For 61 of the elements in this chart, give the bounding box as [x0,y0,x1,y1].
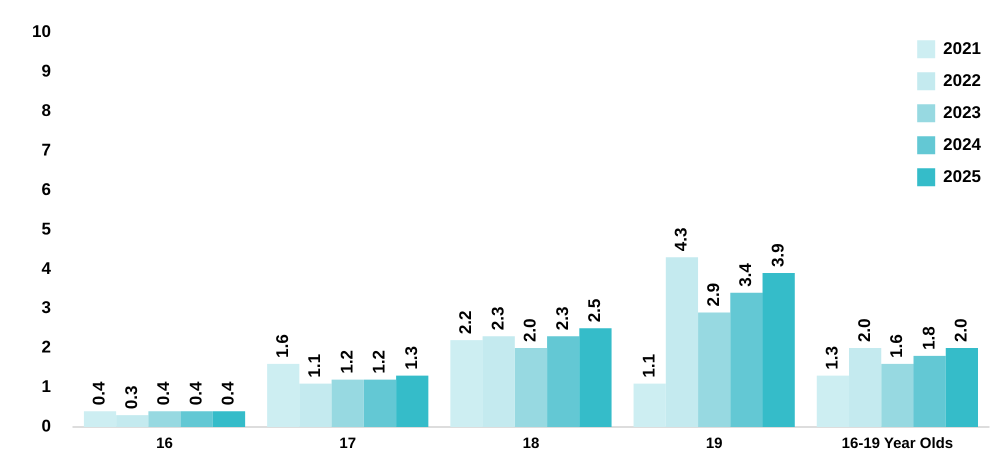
bar [332,380,364,427]
data-label: 0.4 [154,381,174,406]
bar [212,411,246,427]
data-label: 3.9 [768,243,788,268]
bar [762,273,795,427]
data-label: 2.3 [488,306,508,330]
x-tick-label: 16 [156,435,173,452]
data-label: 4.3 [672,228,691,252]
data-label: 2.9 [704,282,723,307]
y-tick-label: 7 [41,140,51,160]
bar [881,364,914,427]
x-tick-label: 18 [522,435,540,452]
bar [364,380,396,427]
data-label: 1.6 [272,334,292,358]
x-tick-label: 16-19 Year Olds [842,435,954,452]
data-label: 2.3 [552,306,572,330]
data-label: 2.0 [952,318,971,342]
y-tick-label: 10 [32,22,51,41]
legend-label: 2021 [943,38,982,58]
data-label: 0.4 [90,381,109,406]
x-tick-label: 19 [706,435,723,452]
data-label: 1.6 [887,334,906,358]
data-label: 1.3 [402,346,421,370]
data-label: 0.4 [218,381,238,406]
y-tick-label: 6 [41,180,51,199]
bar [914,356,946,427]
data-label: 2.0 [854,318,874,342]
data-label: 1.8 [919,326,938,350]
y-tick-label: 1 [41,377,51,396]
data-label: 1.3 [822,346,842,370]
bar [514,348,548,427]
y-tick-label: 2 [41,338,51,357]
bar [730,292,763,427]
bar [946,348,978,427]
y-tick-label: 4 [41,258,52,278]
bar [148,411,181,427]
data-label: 0.4 [186,381,206,406]
data-label: 2.5 [585,298,604,322]
bar [547,336,580,427]
data-label: 1.2 [370,350,389,374]
legend-label: 2025 [943,166,982,186]
data-label: 2.0 [520,318,540,342]
data-label: 1.2 [337,350,356,374]
legend-label: 2022 [943,70,982,90]
bar [180,411,213,427]
bar [698,312,730,427]
y-tick-label: 0 [41,416,51,436]
data-label: 1.1 [305,354,324,378]
y-tick-label: 9 [41,61,51,80]
legend-label: 2023 [943,102,982,122]
data-label: 0.3 [122,386,141,410]
y-tick-label: 3 [41,298,51,318]
bar [579,328,612,427]
y-tick-label: 5 [41,219,51,238]
data-label: 1.1 [639,354,658,378]
data-label: 3.4 [736,262,756,287]
data-label: 2.2 [456,310,476,334]
bar [396,376,428,427]
legend-label: 2024 [943,134,982,154]
y-tick-label: 8 [41,100,51,120]
x-tick-label: 17 [339,435,356,452]
